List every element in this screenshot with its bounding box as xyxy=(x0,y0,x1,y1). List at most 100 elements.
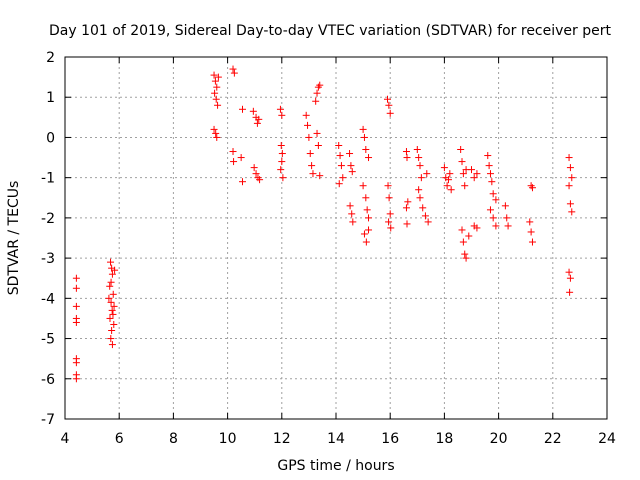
data-point xyxy=(461,182,469,190)
data-point xyxy=(109,290,117,298)
data-point xyxy=(484,152,492,160)
data-point xyxy=(402,204,410,212)
data-point xyxy=(108,341,116,349)
data-point xyxy=(362,238,370,246)
data-point xyxy=(249,107,257,115)
data-point xyxy=(276,105,284,113)
data-point xyxy=(349,218,357,226)
data-point xyxy=(416,162,424,170)
data-point xyxy=(462,254,470,262)
data-point xyxy=(211,77,219,85)
data-point xyxy=(489,214,497,222)
y-tick-label: -5 xyxy=(41,332,55,348)
data-point xyxy=(565,154,573,162)
data-point xyxy=(424,218,432,226)
data-point xyxy=(277,166,285,174)
data-point xyxy=(528,238,536,246)
data-point xyxy=(72,318,80,326)
y-tick-label: -1 xyxy=(41,171,55,187)
data-point xyxy=(362,146,370,154)
data-point xyxy=(108,327,116,335)
data-point xyxy=(72,274,80,282)
data-point xyxy=(485,162,493,170)
x-tick-label: 6 xyxy=(115,431,124,447)
data-point xyxy=(339,174,347,182)
data-point xyxy=(459,170,467,178)
x-tick-label: 4 xyxy=(61,431,70,447)
y-tick-label: -4 xyxy=(41,291,55,307)
x-tick-label: 22 xyxy=(544,431,562,447)
data-point xyxy=(109,310,117,318)
data-point xyxy=(106,314,114,322)
data-point xyxy=(308,162,316,170)
x-tick-label: 18 xyxy=(435,431,453,447)
data-point xyxy=(501,202,509,210)
data-point xyxy=(568,208,576,216)
data-point xyxy=(335,141,343,149)
data-point xyxy=(306,150,314,158)
data-point xyxy=(486,170,494,178)
data-point xyxy=(387,224,395,232)
data-point xyxy=(337,162,345,170)
data-point xyxy=(314,141,322,149)
data-point xyxy=(309,170,317,178)
data-point xyxy=(250,164,258,172)
data-point xyxy=(107,258,115,266)
y-tick-label: -2 xyxy=(41,211,55,227)
x-tick-label: 10 xyxy=(219,431,237,447)
data-point xyxy=(107,335,115,343)
x-axis-label: GPS time / hours xyxy=(277,458,394,474)
chart-title: Day 101 of 2019, Sidereal Day-to-day VTE… xyxy=(49,23,611,39)
data-point xyxy=(457,146,465,154)
data-point xyxy=(312,97,320,105)
data-point xyxy=(403,220,411,228)
data-point xyxy=(470,174,478,182)
grid-lines xyxy=(65,57,607,419)
data-point xyxy=(421,212,429,220)
data-point xyxy=(417,174,425,182)
data-point xyxy=(213,133,221,141)
data-point xyxy=(72,359,80,367)
data-point xyxy=(229,65,237,73)
data-point xyxy=(385,101,393,109)
data-point xyxy=(237,154,245,162)
data-point xyxy=(72,284,80,292)
data-point xyxy=(363,206,371,214)
data-point xyxy=(252,170,260,178)
data-point xyxy=(416,194,424,202)
data-point xyxy=(446,170,454,178)
data-point xyxy=(362,194,370,202)
data-point xyxy=(110,302,118,310)
data-point xyxy=(527,228,535,236)
data-points xyxy=(72,65,576,383)
data-point xyxy=(492,196,500,204)
data-point xyxy=(440,164,448,172)
y-tick-label: -6 xyxy=(41,372,55,388)
data-point xyxy=(465,232,473,240)
data-point xyxy=(313,89,321,97)
data-point xyxy=(386,210,394,218)
data-point xyxy=(278,150,286,158)
data-point xyxy=(385,218,393,226)
data-point xyxy=(383,95,391,103)
data-point xyxy=(360,133,368,141)
data-point xyxy=(473,224,481,232)
data-point xyxy=(447,186,455,194)
data-point xyxy=(253,119,261,127)
data-point xyxy=(488,178,496,186)
data-point xyxy=(316,81,324,89)
data-point xyxy=(404,198,412,206)
data-point xyxy=(443,182,451,190)
data-point xyxy=(108,306,116,314)
data-point xyxy=(486,206,494,214)
data-point xyxy=(336,152,344,160)
y-tick-label: 2 xyxy=(46,50,55,66)
data-point xyxy=(489,190,497,198)
data-point xyxy=(72,375,80,383)
y-tick-label: -3 xyxy=(41,251,55,267)
data-point xyxy=(423,170,431,178)
data-point xyxy=(566,288,574,296)
data-point xyxy=(566,164,574,172)
data-point xyxy=(403,154,411,162)
data-point xyxy=(384,182,392,190)
